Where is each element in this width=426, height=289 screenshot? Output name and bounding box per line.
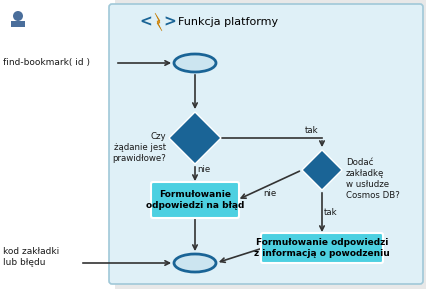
Text: tak: tak (323, 208, 337, 217)
FancyBboxPatch shape (260, 233, 382, 263)
Polygon shape (11, 21, 25, 27)
FancyBboxPatch shape (0, 0, 115, 289)
Polygon shape (155, 13, 161, 31)
Text: tak: tak (304, 126, 317, 135)
FancyBboxPatch shape (109, 4, 422, 284)
Text: kod zakładki
lub błędu: kod zakładki lub błędu (3, 247, 59, 267)
Text: nie: nie (196, 165, 210, 174)
Text: nie: nie (262, 189, 276, 198)
Text: find-bookmark( id ): find-bookmark( id ) (3, 58, 90, 68)
Polygon shape (169, 112, 221, 164)
FancyBboxPatch shape (151, 182, 239, 218)
Text: Czy
żądanie jest
prawidłowe?: Czy żądanie jest prawidłowe? (112, 132, 166, 163)
Polygon shape (301, 150, 341, 190)
Text: <: < (139, 14, 152, 29)
Ellipse shape (173, 54, 216, 72)
Circle shape (13, 11, 23, 21)
Text: Funkcja platformy: Funkcja platformy (178, 17, 277, 27)
Text: Formułowanie odpowiedzi
z informacją o powodzeniu: Formułowanie odpowiedzi z informacją o p… (253, 238, 389, 258)
Ellipse shape (173, 254, 216, 272)
Text: >: > (163, 14, 176, 29)
Text: Dodać
zakładkę
w usłudze
Cosmos DB?: Dodać zakładkę w usłudze Cosmos DB? (345, 158, 399, 200)
Text: Formułowanie
odpowiedzi na błąd: Formułowanie odpowiedzi na błąd (145, 190, 244, 210)
